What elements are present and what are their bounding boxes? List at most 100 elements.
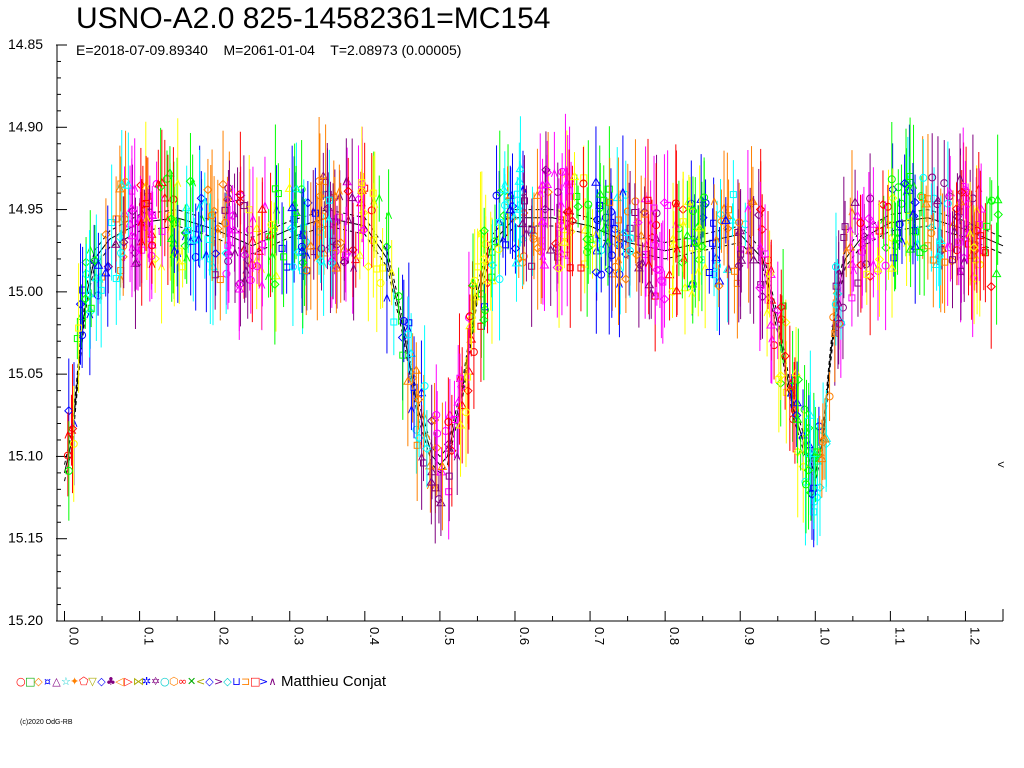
data-point: [582, 234, 592, 244]
data-point: [154, 178, 162, 188]
data-point: [700, 193, 709, 202]
data-point: [383, 293, 391, 302]
data-point: [966, 228, 974, 238]
data-point: [895, 220, 904, 229]
copyright: (c)2020 OdG-RB: [20, 719, 73, 726]
data-point: [555, 264, 564, 273]
data-point: [317, 244, 326, 253]
data-point: [668, 239, 679, 248]
data-point: [709, 239, 717, 247]
data-point: [235, 197, 245, 207]
data-point: [919, 173, 928, 182]
legend-symbol: ¤: [44, 675, 51, 688]
data-point: [75, 299, 86, 309]
data-point: [481, 306, 490, 315]
data-point: [767, 264, 775, 273]
data-point: [501, 178, 509, 188]
data-point: [510, 243, 521, 254]
data-point: [763, 307, 771, 317]
legend-symbol: ⬠: [79, 675, 89, 688]
data-point: [436, 466, 447, 476]
data-point: [469, 348, 478, 357]
data-point: [444, 417, 453, 426]
data-point: [453, 452, 461, 461]
data-point: [935, 235, 946, 244]
data-point: [981, 249, 989, 257]
data-point: [399, 351, 407, 359]
data-point: [354, 250, 365, 259]
data-point: [595, 189, 606, 198]
data-point: [305, 240, 316, 250]
data-point: [303, 250, 311, 259]
legend-symbol: ◇: [223, 675, 232, 688]
x-tick-label: 0.0: [67, 627, 82, 645]
data-point: [420, 382, 429, 391]
data-point: [888, 193, 898, 203]
data-point: [701, 262, 709, 271]
data-point: [745, 245, 753, 255]
data-point: [710, 196, 718, 206]
data-point: [69, 439, 78, 448]
data-point: [559, 237, 570, 246]
data-point: [249, 214, 257, 223]
data-point: [868, 219, 879, 228]
data-point: [137, 217, 145, 227]
data-point: [203, 185, 213, 195]
data-point: [632, 250, 642, 260]
tick-labels: 14.85 14.90 14.95 15.00 15.05 15.10 15.15 15.20…: [8, 36, 982, 645]
data-point: [511, 257, 522, 267]
legend-symbol: ⋈: [133, 675, 144, 688]
data-point: [170, 245, 178, 254]
legend-symbol: ∧: [268, 675, 277, 688]
data-point: [934, 252, 944, 262]
data-point: [618, 227, 629, 237]
data-point: [950, 225, 958, 235]
data-point: [278, 244, 286, 252]
data-point: [436, 497, 446, 507]
data-point: [470, 276, 479, 285]
data-point: [813, 448, 821, 456]
data-point: [838, 303, 847, 312]
data-point: [842, 245, 850, 255]
data-point: [335, 186, 343, 195]
data-point: [271, 270, 281, 280]
data-point: [736, 255, 747, 264]
legend-symbol: ✦: [70, 675, 80, 688]
data-point: [856, 260, 866, 270]
data-point: [169, 195, 178, 204]
data-point: [164, 214, 172, 224]
legend-symbol: >: [214, 675, 224, 688]
data-point: [101, 229, 111, 240]
x-tick-label: 0.9: [742, 627, 757, 645]
data-point: [426, 477, 437, 486]
data-point: [948, 256, 956, 264]
data-point: [668, 287, 677, 296]
data-point: [831, 262, 840, 271]
y-tick-label: 14.90: [8, 118, 43, 134]
data-point: [941, 258, 949, 266]
data-point: [801, 480, 810, 489]
data-point: [866, 194, 875, 203]
legend-symbol: ◇: [34, 675, 43, 688]
data-point: [566, 264, 574, 272]
data-point: [505, 204, 516, 214]
data-point: [112, 275, 120, 283]
data-point: [972, 226, 981, 235]
data-point: [623, 207, 632, 216]
y-tick-label: 14.95: [8, 201, 43, 217]
data-point: [130, 258, 141, 267]
data-point: [969, 242, 979, 253]
data-point: [960, 255, 968, 265]
data-point: [492, 191, 501, 200]
data-point: [631, 197, 640, 206]
data-point: [797, 447, 805, 457]
data-point: [311, 209, 319, 217]
data-point: [499, 210, 509, 221]
data-point: [621, 274, 631, 284]
data-point: [766, 320, 776, 329]
data-point: [727, 215, 738, 224]
data-point: [175, 257, 183, 266]
legend-symbol: >: [259, 675, 269, 688]
data-point: [499, 184, 509, 194]
data-point: [573, 201, 583, 212]
